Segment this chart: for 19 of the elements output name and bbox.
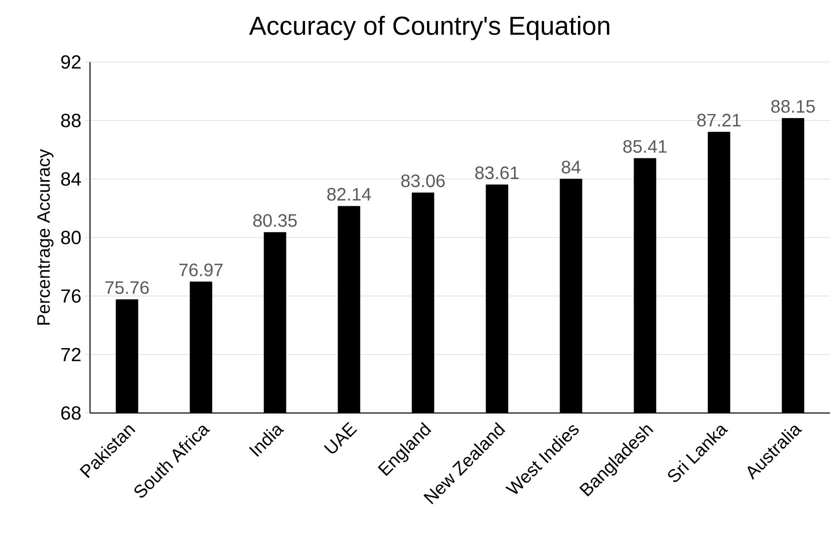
data-label: 76.97 [179,264,223,276]
data-label: 84 [562,160,580,174]
y-tick-label: 68 [61,406,81,420]
data-label: 88.15 [771,100,815,113]
data-label: 75.76 [105,281,149,294]
y-tick-label: 72 [61,348,81,362]
data-label: 85.41 [623,140,667,153]
data-label: 80.35 [253,214,297,227]
y-tick-label: 88 [61,114,81,128]
data-label: 83.61 [475,166,519,180]
data-label: 83.06 [401,174,445,188]
data-label: 82.14 [327,188,371,201]
y-tick-label: 80 [61,230,81,244]
y-axis-title: Percentrage Accuracy [37,149,54,325]
chart-title: Accuracy of Country's Equation [249,16,610,40]
y-tick-label: 76 [61,289,81,303]
data-label: 87.21 [697,114,741,127]
y-tick-label: 84 [61,172,81,186]
y-tick-label: 92 [61,55,81,69]
